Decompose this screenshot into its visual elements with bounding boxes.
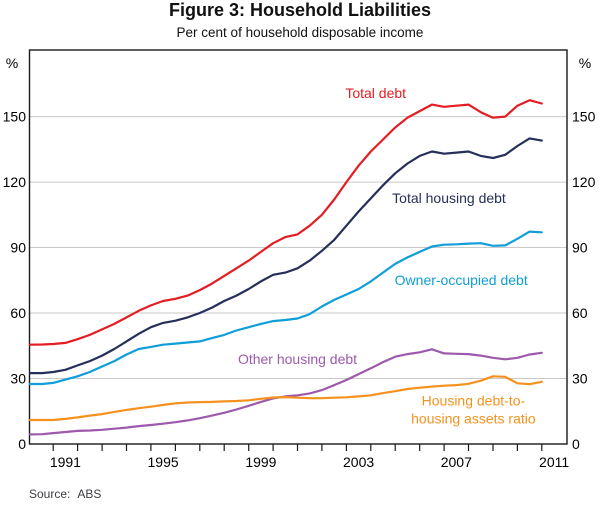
y-label-right-150: 150 — [572, 109, 596, 125]
x-label-2007: 2007 — [441, 454, 472, 470]
series-line-total-debt — [28, 99, 543, 346]
series-label-other-housing-debt: Other housing debt — [238, 351, 357, 367]
y-label-left-90: 90 — [10, 240, 26, 256]
figure-subtitle: Per cent of household disposable income — [176, 25, 424, 40]
series-line-housing-debt-to-housing-assets-ratio — [28, 375, 543, 422]
figure-title: Figure 3: Household Liabilities — [168, 0, 432, 20]
y-label-right-120: 120 — [572, 174, 596, 190]
x-label-1991: 1991 — [50, 454, 81, 470]
x-label-1995: 1995 — [148, 454, 179, 470]
y-label-left-150: 150 — [3, 109, 27, 125]
series-label-total-housing-debt: Total housing debt — [392, 190, 506, 206]
series-line-total-housing-debt — [28, 137, 543, 375]
source-label: Source: — [29, 487, 71, 501]
source-note: Source: ABS — [29, 487, 101, 501]
y-unit-right: % — [579, 55, 591, 71]
series-label-housing-debt-to-housing-assets-ratio: Housing debt-to-housing assets ratio — [411, 393, 536, 427]
plot-frame — [28, 49, 568, 445]
y-label-right-60: 60 — [572, 305, 588, 321]
x-label-1999: 1999 — [245, 454, 276, 470]
y-label-right-0: 0 — [572, 436, 580, 452]
y-label-right-30: 30 — [572, 371, 588, 387]
y-label-left-30: 30 — [10, 371, 26, 387]
x-label-2011: 2011 — [539, 454, 569, 470]
y-label-right-90: 90 — [572, 240, 588, 256]
x-label-2003: 2003 — [343, 454, 374, 470]
source-value: ABS — [77, 487, 102, 501]
y-unit-left: % — [6, 55, 18, 71]
y-label-left-120: 120 — [3, 174, 27, 190]
series-label-owner-occupied-debt: Owner-occupied debt — [395, 272, 528, 288]
y-label-left-60: 60 — [10, 305, 26, 321]
series-label-total-debt: Total debt — [345, 85, 406, 101]
y-label-left-0: 0 — [18, 436, 26, 452]
series-line-owner-occupied-debt — [28, 230, 543, 386]
